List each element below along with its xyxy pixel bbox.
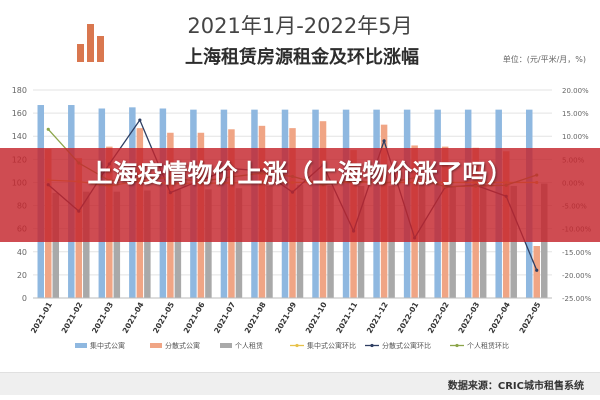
y2-tick-label: -25.00% (562, 295, 592, 303)
x-tick-label: 2021-08 (243, 301, 268, 335)
point-dispersed-mom (138, 118, 142, 122)
headline-banner: 上海疫情物价上涨（上海物价涨了吗） (0, 148, 600, 242)
headline-text: 上海疫情物价上涨（上海物价涨了吗） (87, 159, 513, 188)
chart-title: 2021年1月-2022年5月 (187, 14, 413, 38)
x-tick-label: 2021-12 (365, 301, 390, 335)
legend-label: 集中式公寓环比 (307, 341, 356, 350)
y-tick-label: 160 (12, 109, 27, 118)
y2-tick-label: 20.00% (562, 87, 589, 95)
legend-label: 分散式公寓环比 (382, 341, 431, 350)
legend-label: 集中式公寓 (90, 341, 125, 350)
x-tick-label: 2021-05 (151, 301, 176, 335)
y-tick-label: 0 (22, 294, 27, 303)
x-tick-label: 2021-10 (304, 301, 329, 335)
y-tick-label: 140 (12, 132, 27, 141)
y-tick-label: 20 (17, 271, 27, 280)
legend-label: 个人租赁环比 (467, 341, 509, 350)
legend-marker (370, 343, 374, 348)
source-label: 数据来源：CRIC城市租售系统 (447, 381, 584, 392)
y2-tick-label: -15.00% (562, 249, 592, 257)
legend-swatch (150, 343, 162, 348)
point-dispersed-mom (535, 268, 539, 272)
x-tick-label: 2021-11 (334, 301, 359, 335)
x-tick-label: 2021-03 (90, 301, 115, 335)
legend-marker (295, 343, 299, 348)
legend-label: 个人租赁 (235, 341, 263, 350)
logo-icon (77, 22, 105, 62)
x-tick-label: 2022-03 (456, 301, 481, 335)
bar-dispersed (533, 246, 540, 298)
y2-tick-label: 10.00% (562, 133, 589, 141)
y-tick-label: 180 (12, 86, 27, 95)
x-tick-label: 2021-01 (29, 301, 54, 335)
x-tick-label: 2021-09 (273, 301, 298, 335)
legend-label: 分散式公寓 (165, 341, 200, 350)
y-tick-label: 40 (17, 248, 27, 257)
x-tick-label: 2022-04 (487, 301, 512, 335)
point-dispersed-mom (382, 139, 386, 143)
x-tick-label: 2021-06 (182, 301, 207, 335)
bar-individual (83, 191, 90, 298)
y2-tick-label: -20.00% (562, 272, 592, 280)
x-tick-label: 2022-02 (426, 301, 451, 335)
x-tick-label: 2021-04 (121, 301, 146, 335)
x-tick-label: 2022-05 (517, 301, 542, 335)
bar-individual (52, 192, 60, 298)
x-tick-label: 2021-07 (212, 301, 237, 335)
bar-individual (113, 191, 121, 298)
chart-subtitle: 上海租赁房源租金及环比涨幅 (185, 47, 419, 68)
x-tick-label: 2021-02 (60, 301, 85, 335)
y2-tick-label: 15.00% (562, 110, 589, 118)
unit-label: 单位：(元/平米/月，%) (502, 55, 586, 64)
source-footer: 数据来源：CRIC城市租售系统 (0, 372, 600, 395)
legend-swatch (220, 343, 232, 348)
bar-individual (235, 188, 243, 298)
bar-individual (205, 189, 212, 298)
legend-marker (455, 343, 459, 348)
legend-swatch (75, 343, 87, 348)
bar-individual (174, 189, 182, 298)
point-individual-mom (46, 127, 50, 131)
x-tick-label: 2022-01 (395, 301, 420, 335)
bar-individual (144, 190, 151, 298)
